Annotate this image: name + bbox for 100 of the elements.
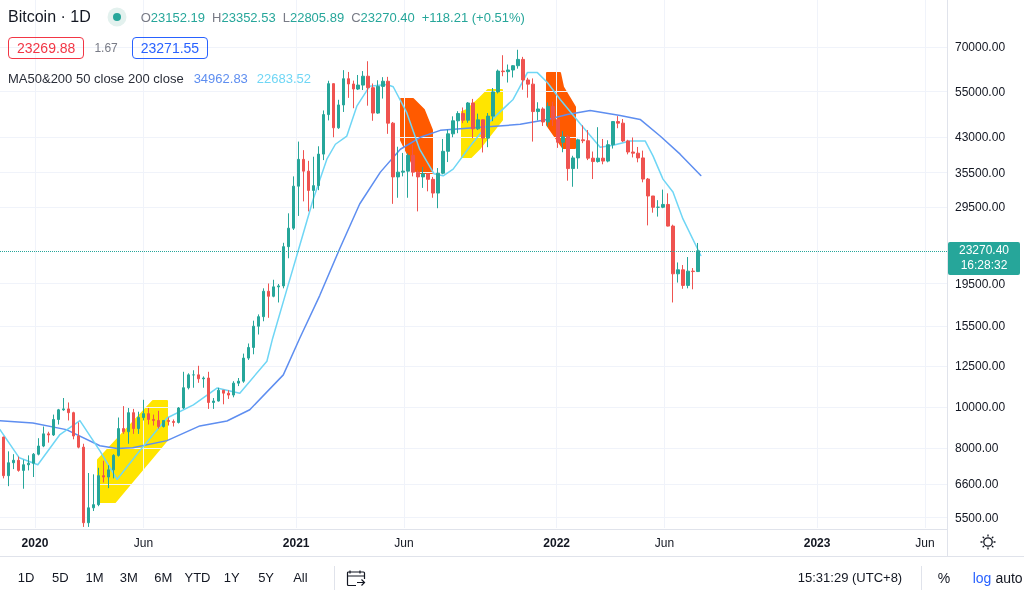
candlestick (187, 372, 190, 390)
candlestick (212, 397, 215, 410)
candlestick (32, 452, 35, 478)
candlestick (127, 407, 130, 445)
candlestick (207, 371, 210, 410)
candlestick (252, 320, 255, 355)
line-series (0, 71, 702, 481)
candlestick (541, 106, 545, 127)
candlestick (461, 107, 465, 124)
text: auto (995, 570, 1023, 586)
candlestick (37, 437, 40, 456)
candlestick (137, 411, 140, 435)
y-tick-label: 8000.00 (955, 441, 999, 456)
candlestick (47, 431, 50, 444)
candlestick (332, 82, 335, 138)
y-tick-label: 10000.00 (955, 400, 1006, 415)
y-tick-label: 5500.00 (955, 510, 999, 525)
x-tick-label: 2020 (21, 536, 49, 550)
candlestick (242, 353, 245, 384)
candlestick (17, 456, 20, 473)
candlestick (102, 460, 105, 483)
y-tick-label: 55000.00 (955, 84, 1006, 99)
candlestick (566, 134, 570, 182)
candlestick (52, 414, 55, 437)
ref-line-label: 23270.40 (957, 242, 1011, 258)
annotation: 34962.83 (193, 70, 248, 86)
text: 1M (85, 570, 104, 585)
candlestick (302, 149, 305, 202)
candlestick (27, 454, 30, 471)
y-tick-label: 43000.00 (955, 130, 1006, 145)
x-tick-label: Jun (915, 536, 935, 550)
candlestick (546, 101, 550, 128)
candlestick (297, 141, 300, 217)
text: Bitcoin · 1D (8, 8, 91, 26)
candlestick (471, 98, 475, 139)
candlestick (601, 138, 605, 165)
y-tick-label: 12500.00 (955, 358, 1006, 373)
candlestick (277, 283, 280, 303)
candlestick (257, 313, 260, 336)
candlestick (481, 118, 485, 153)
candlestick (192, 369, 195, 389)
annotation: MA50&200 50 close 200 close (8, 70, 184, 86)
text: 6M (154, 570, 173, 585)
x-tick-label: Jun (133, 536, 154, 550)
text: 16:28:32 (959, 257, 1009, 273)
candlestick (142, 399, 145, 421)
candlestick (476, 113, 480, 131)
annotation: +118.21 (+0.51%) (421, 9, 525, 25)
y-tick-label: 6600.00 (955, 476, 999, 491)
annotation: C23270.40 (351, 9, 415, 25)
candlestick (222, 389, 225, 405)
candlestick (202, 375, 205, 389)
x-tick-label: 2022 (543, 536, 571, 550)
candlestick (132, 408, 135, 435)
candlestick (162, 419, 165, 429)
y-tick-label: 70000.00 (955, 40, 1006, 55)
candlestick (7, 450, 10, 487)
candlestick (12, 453, 15, 470)
candlestick (42, 426, 45, 448)
candlestick (272, 279, 275, 298)
candlestick (197, 365, 200, 384)
candlestick (501, 54, 505, 77)
x-tick-label: 2021 (282, 536, 310, 550)
candlestick (122, 405, 125, 435)
candlestick (312, 156, 315, 210)
candlestick (167, 417, 170, 427)
candlestick (317, 145, 320, 191)
annotation: O23152.19 (140, 9, 206, 25)
candlestick (72, 411, 75, 440)
text: 1Y (223, 570, 240, 585)
candlestick (596, 126, 600, 164)
candlestick (676, 261, 680, 284)
candlestick (172, 418, 175, 428)
candlestick (347, 71, 350, 99)
candlestick (97, 467, 100, 507)
text: 3M (119, 570, 138, 585)
candlestick (292, 175, 295, 231)
candlestick (227, 389, 230, 400)
y-tick-label: 35500.00 (955, 165, 1006, 180)
candlestick (117, 417, 120, 458)
candlestick (217, 387, 220, 403)
candlestick (327, 80, 330, 121)
candlestick (232, 380, 235, 398)
line-series (0, 109, 702, 450)
candlestick (22, 459, 25, 490)
candlestick (307, 160, 310, 212)
candlestick (57, 408, 60, 425)
annotation: 23269.88 (8, 37, 85, 59)
candlestick (107, 464, 110, 489)
candlestick (262, 287, 265, 322)
annotation: 22683.52 (256, 70, 312, 86)
candlestick (77, 421, 80, 449)
candlestick (2, 436, 5, 479)
candlestick (152, 414, 155, 427)
candlestick (147, 407, 150, 425)
candlestick (337, 99, 340, 130)
candlestick (182, 371, 185, 410)
text: log (972, 570, 992, 586)
candlestick (267, 283, 270, 319)
candlestick (87, 472, 90, 528)
